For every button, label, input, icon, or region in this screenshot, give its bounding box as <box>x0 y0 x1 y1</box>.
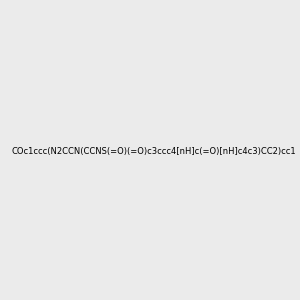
Text: COc1ccc(N2CCN(CCNS(=O)(=O)c3ccc4[nH]c(=O)[nH]c4c3)CC2)cc1: COc1ccc(N2CCN(CCNS(=O)(=O)c3ccc4[nH]c(=O… <box>11 147 296 156</box>
